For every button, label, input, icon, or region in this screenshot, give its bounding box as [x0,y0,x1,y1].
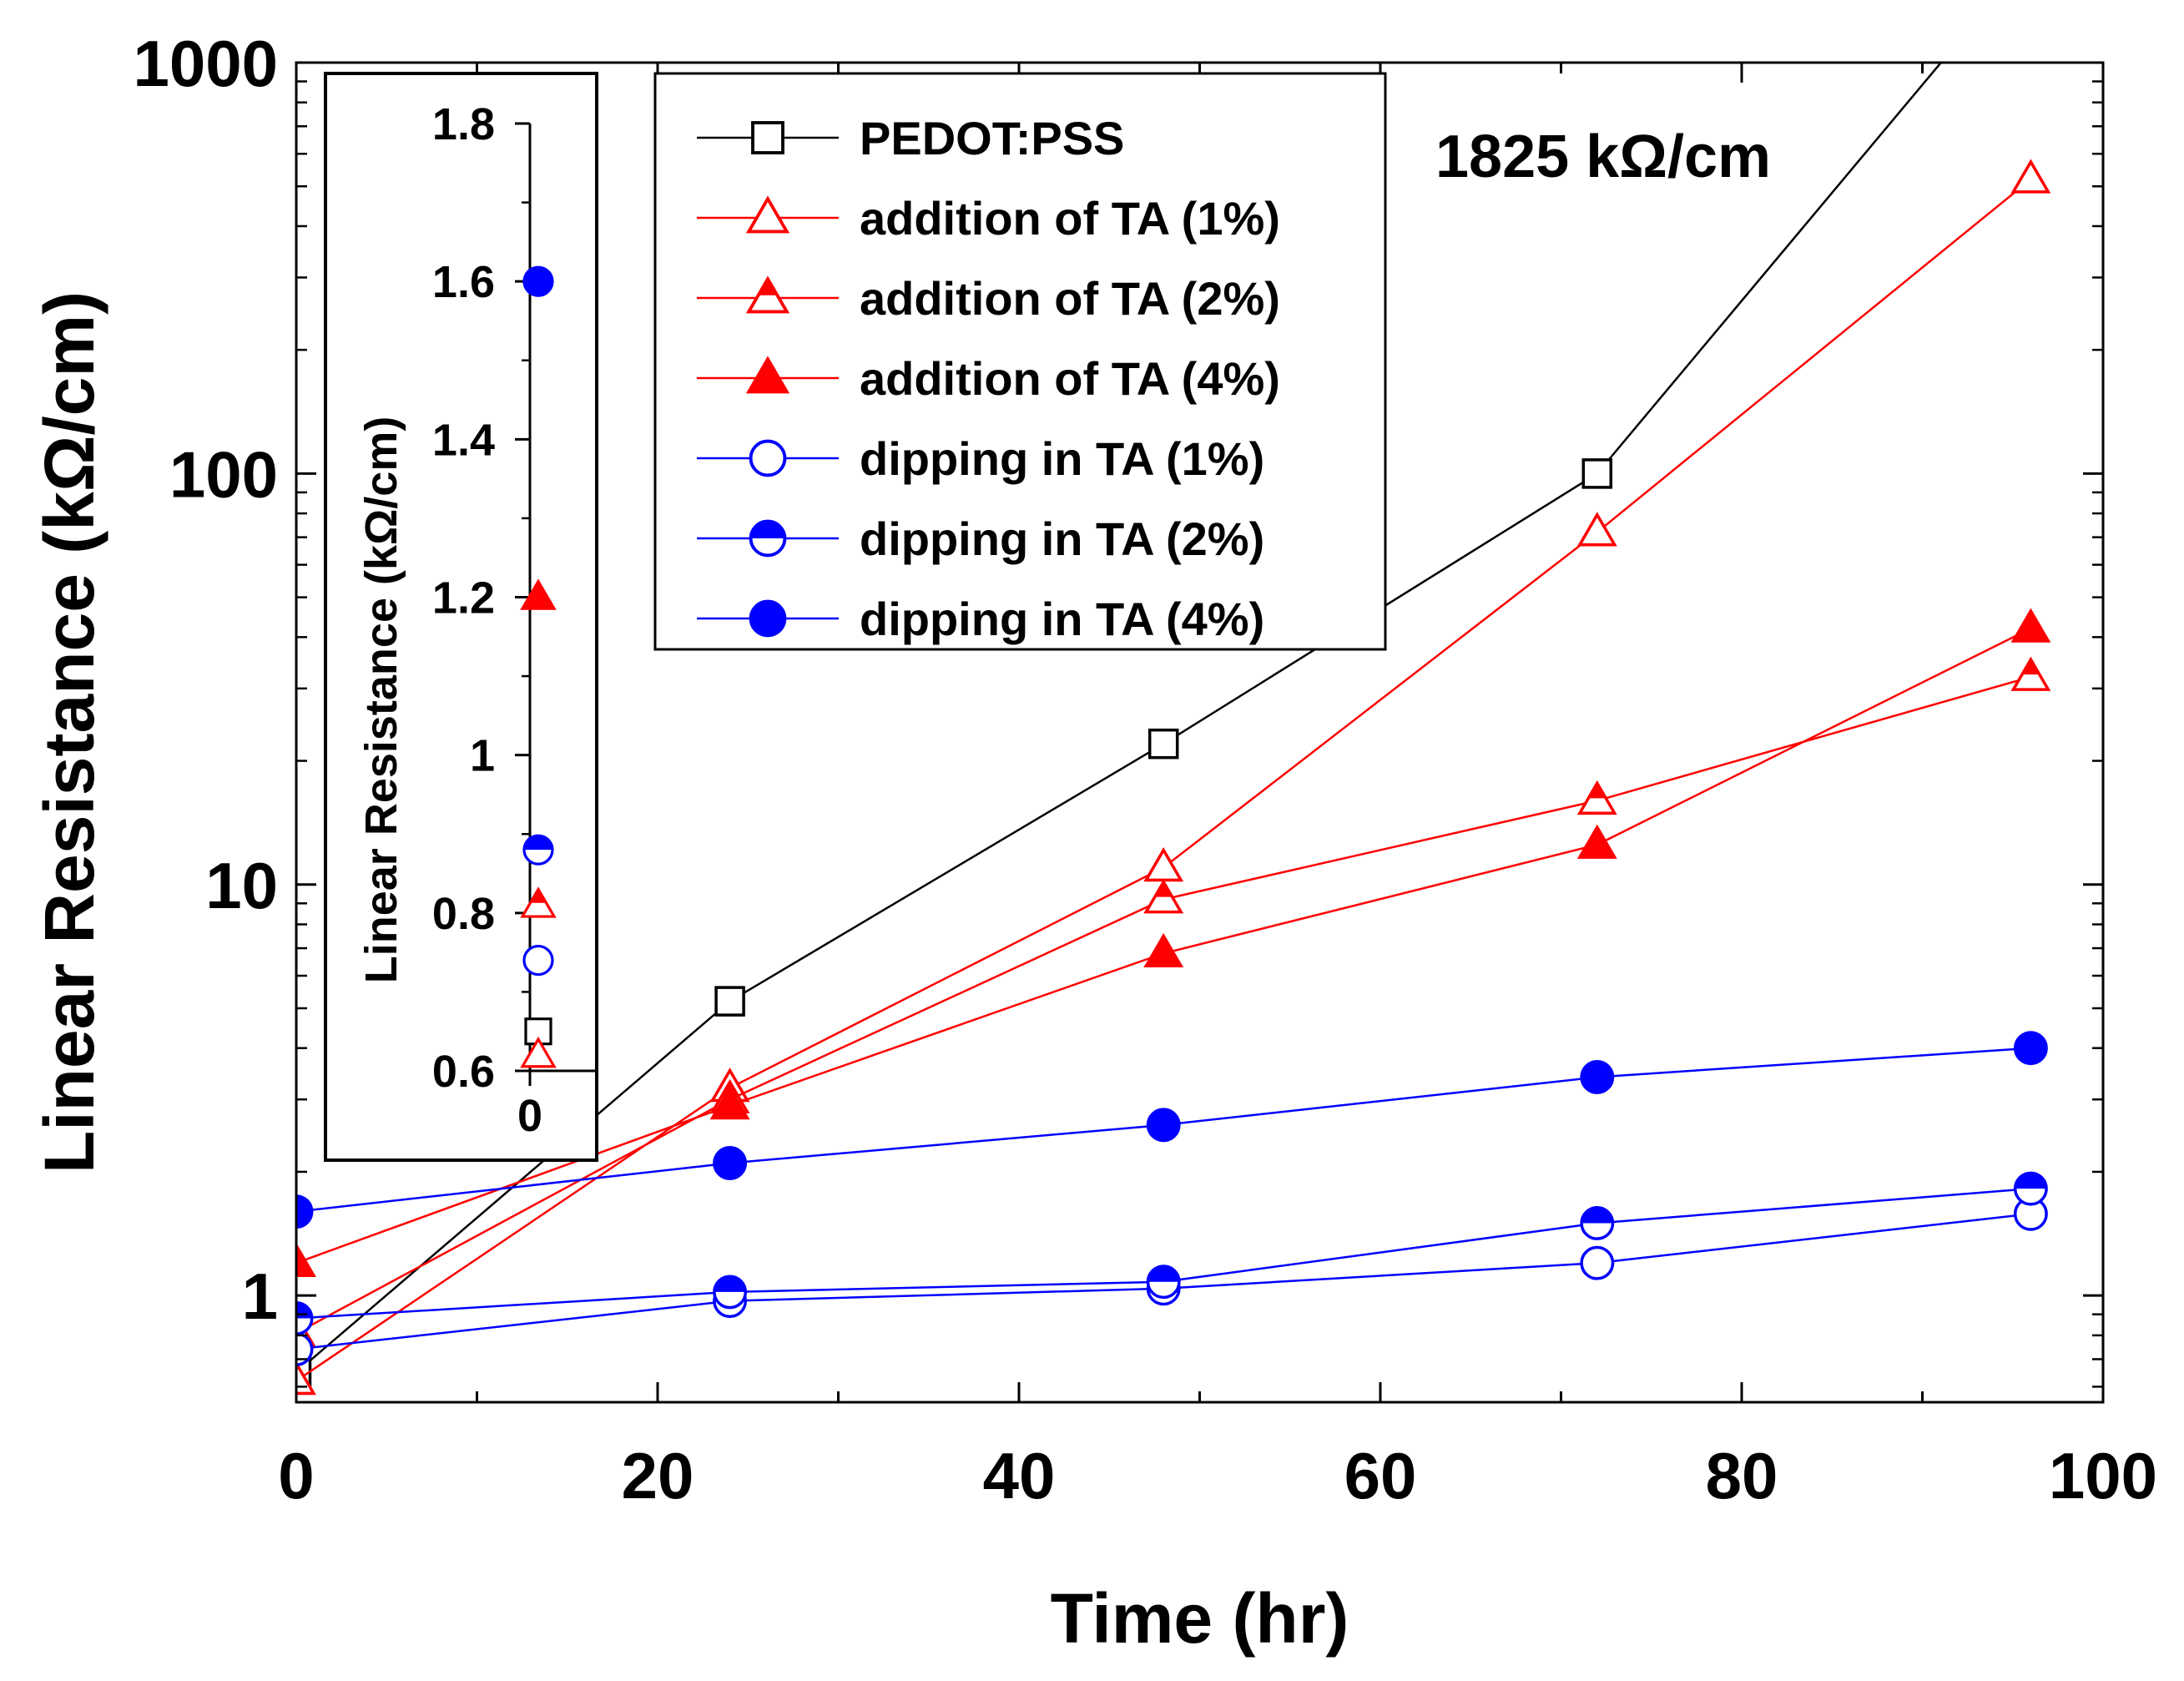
x-tick-label: 20 [622,1439,694,1512]
legend-marker [745,195,790,234]
inset-point-7 [522,265,554,297]
legend-marker [749,519,787,558]
legend-marker [745,275,790,314]
legend-marker [751,121,784,154]
inset-y-tick-label: 0.8 [432,889,495,939]
data-point-s4-2 [709,1085,750,1120]
legend-label: addition of TA (4%) [860,352,1280,405]
data-point-s4-4 [1576,824,1617,859]
y-tick-label: 1 [242,1259,278,1333]
data-point-s4-5 [2010,608,2051,643]
y-tick-label: 1000 [133,27,278,100]
legend-marker [749,599,787,638]
x-tick-label: 60 [1344,1439,1417,1512]
legend-item-2: addition of TA (1%) [697,192,1280,245]
legend-item-6: dipping in TA (2%) [697,512,1264,565]
data-point-s2-5 [2010,159,2051,194]
x-axis-label: Time (hr) [1051,1579,1349,1658]
x-tick-label: 40 [983,1439,1056,1512]
legend-marker [749,439,787,477]
x-tick-label: 80 [1706,1439,1778,1512]
series-7 [296,1031,2048,1229]
legend-item-3: addition of TA (2%) [697,272,1280,325]
inset-y-tick-label: 1.4 [432,415,495,465]
inset-y-axis-label: Linear Resistance (kΩ/cm) [356,416,406,984]
data-point-s3-5 [2010,656,2051,691]
series-layer [296,63,2051,1396]
inset-point-2 [520,1036,557,1068]
inset-y-tick-label: 1.8 [432,99,495,149]
legend-item-5: dipping in TA (1%) [697,432,1264,485]
data-point-s5-1 [296,1332,314,1367]
data-point-s5-4 [1580,1245,1615,1280]
data-point-s7-4 [1580,1060,1615,1094]
data-point-s4-3 [1143,932,1184,968]
y-tick-label: 10 [205,849,278,922]
series-6 [296,1171,2048,1335]
x-tick-label: 0 [278,1439,314,1512]
y-axis-label: Linear Resistance (kΩ/cm) [30,291,108,1174]
data-point-s3-3 [1143,879,1184,914]
series-4 [296,608,2051,1277]
legend-item-1: PEDOT:PSS [697,112,1124,164]
x-tick-label: 100 [2049,1439,2157,1512]
data-point-s7-1 [296,1194,314,1229]
inset-y-tick-label: 0.6 [432,1047,495,1097]
data-point-s7-3 [1146,1108,1181,1143]
inset-plot: 0.6 0.8 1 1.2 1.4 1.6 1.8 0 Linear Resistance (k… [324,72,598,1162]
data-point-s1-2 [714,986,745,1017]
inset-y-tick-label: 1 [470,731,495,781]
data-point-s7-5 [2013,1031,2048,1066]
data-point-s2-3 [1143,846,1184,882]
inset-point-5 [522,944,554,977]
data-point-s1-4 [1581,458,1613,489]
legend-label: dipping in TA (1%) [860,432,1264,485]
y-tick-label: 100 [169,437,278,511]
legend-label: dipping in TA (4%) [860,593,1264,645]
data-point-s7-2 [713,1146,748,1180]
inset-frame [324,72,598,1162]
legend-item-7: dipping in TA (4%) [697,593,1264,645]
inset-y-tick-label: 1.6 [432,257,495,307]
legend-item-4: addition of TA (4%) [697,352,1280,405]
data-point-s6-3 [1146,1265,1181,1300]
inset-point-3 [520,886,557,918]
data-point-s6-2 [713,1275,748,1310]
data-point-s1-3 [1147,728,1179,760]
inset-point-4 [520,578,557,610]
legend: PEDOT:PSS addition of TA (1%) addition of … [653,72,1387,651]
data-point-s2-4 [1576,512,1617,547]
legend-label: addition of TA (1%) [860,192,1280,245]
inset-y-tick-label: 1.2 [432,573,495,623]
data-point-s6-4 [1580,1205,1615,1240]
inset-x-tick-label: 0 [517,1091,542,1141]
data-point-s4-1 [296,1242,316,1277]
legend-label: addition of TA (2%) [860,272,1280,325]
legend-label: dipping in TA (2%) [860,512,1264,565]
inset-point-6 [522,834,554,866]
data-point-s3-4 [1576,780,1617,815]
legend-marker [745,356,790,394]
annotation-value: 1825 kΩ/cm [1435,124,1771,190]
data-point-s6-5 [2013,1171,2048,1206]
legend-label: PEDOT:PSS [860,112,1124,164]
